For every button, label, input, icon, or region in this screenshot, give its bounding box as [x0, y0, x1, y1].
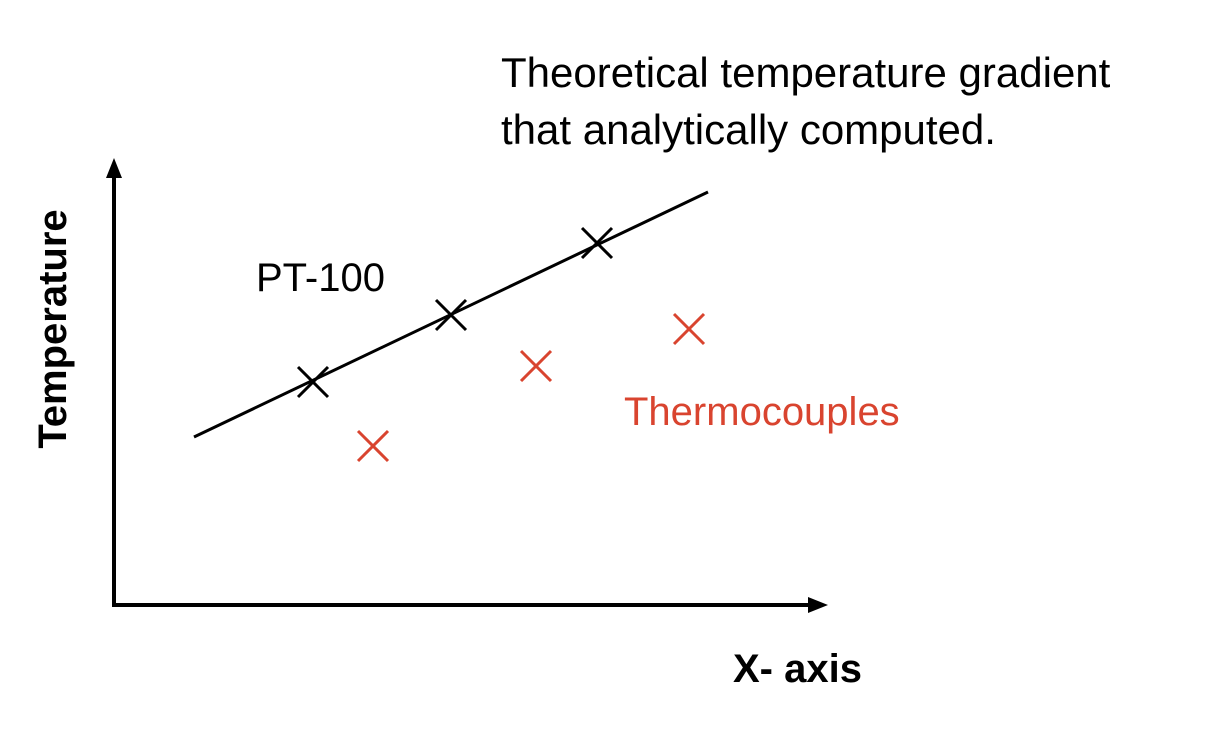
y-axis-arrowhead — [106, 158, 122, 178]
x-axis-label: X- axis — [733, 647, 862, 691]
y-axis-label: Temperature — [31, 209, 75, 448]
pt100-marker — [296, 365, 330, 399]
x-axis-arrowhead — [808, 597, 828, 613]
thermocouple-marker — [519, 349, 553, 383]
annotation-line-2: that analytically computed. — [501, 106, 996, 153]
thermocouple-markers — [356, 312, 706, 463]
annotation-line-1: Theoretical temperature gradient — [501, 49, 1111, 96]
thermocouples-label: Thermocouples — [624, 390, 900, 434]
pt100-label: PT-100 — [256, 256, 385, 300]
pt100-marker — [580, 226, 614, 260]
pt100-marker — [434, 298, 468, 332]
thermocouple-marker — [356, 429, 390, 463]
axes — [106, 158, 828, 613]
pt100-markers — [296, 226, 614, 399]
thermocouple-marker — [672, 312, 706, 346]
